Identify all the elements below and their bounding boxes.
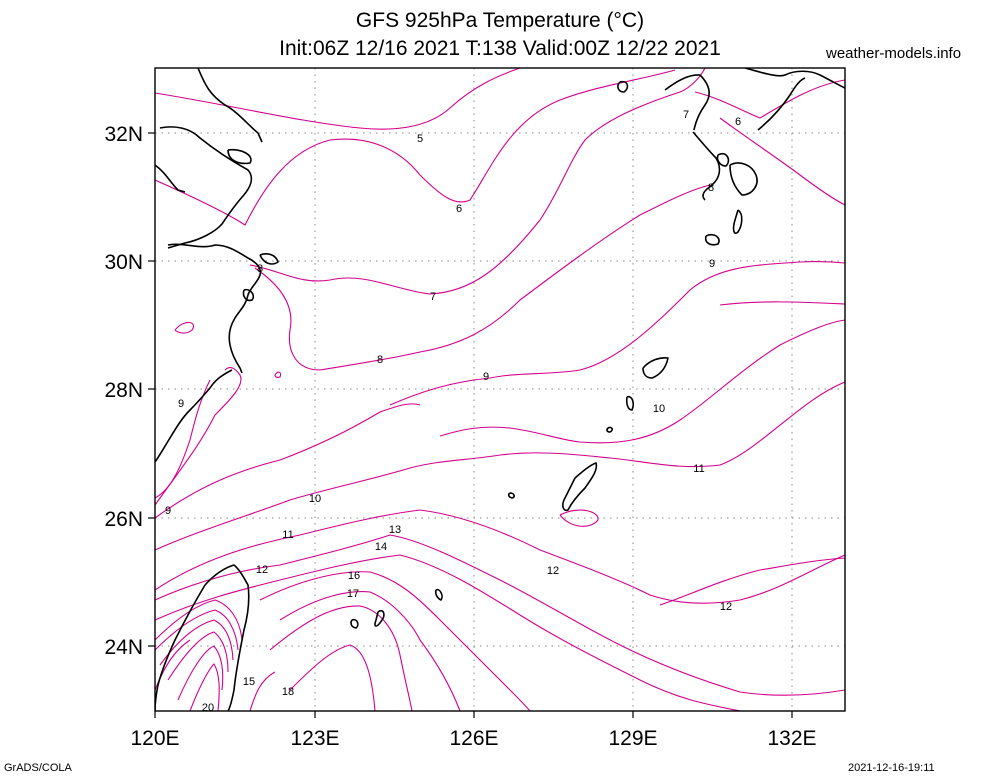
contour-label: 6: [735, 116, 741, 128]
lon-label-132e: 132E: [767, 727, 816, 750]
contour-label: 18: [282, 686, 294, 698]
software-credit: GrADS/COLA: [4, 762, 72, 774]
lon-label-123e: 123E: [290, 727, 339, 750]
map-subtitle: Init:06Z 12/16 2021 T:138 Valid:00Z 12/2…: [279, 37, 721, 60]
coastlines: [155, 68, 845, 711]
contour-label: 9: [709, 258, 715, 270]
lon-label-120e: 120E: [130, 727, 179, 750]
lat-label-26n: 26N: [104, 508, 143, 531]
contour-label: 11: [282, 529, 293, 541]
contour-label: 12: [256, 564, 268, 576]
contour-label: 13: [389, 524, 401, 536]
lat-label-24n: 24N: [104, 636, 143, 659]
contour-label: 17: [347, 588, 359, 600]
contour-label: 16: [348, 570, 360, 582]
lat-label-30n: 30N: [104, 251, 143, 274]
contour-label: 11: [693, 463, 704, 475]
contour-label: 10: [653, 403, 665, 415]
isotherms: [155, 68, 845, 711]
contour-label: 7: [683, 109, 689, 121]
lon-label-126e: 126E: [449, 727, 498, 750]
contour-label: 8: [257, 263, 263, 275]
axis-ticks: [148, 132, 793, 718]
contour-label: 10: [309, 493, 321, 505]
contour-label: 15: [243, 676, 255, 688]
contour-label: 20: [202, 702, 214, 714]
contour-label: 9: [165, 505, 171, 517]
lon-label-129e: 129E: [608, 727, 657, 750]
contour-label: 12: [547, 565, 559, 577]
contour-label: 14: [375, 541, 387, 553]
contour-label: 5: [417, 133, 423, 145]
render-timestamp: 2021-12-16-19:11: [848, 762, 935, 774]
contour-label: 6: [456, 203, 462, 215]
contour-label: 9: [483, 371, 489, 383]
contour-label: 9: [178, 398, 184, 410]
contour-label: 12: [720, 601, 732, 613]
contour-labels: 5 6 6 7 7 8 8 8 9 9 9 9 10 10 11 11 12 1…: [165, 109, 741, 714]
contour-label: 8: [708, 182, 714, 194]
lat-label-28n: 28N: [104, 379, 143, 402]
gridlines: [155, 68, 845, 711]
contour-label: 7: [430, 291, 436, 303]
contour-label: 8: [377, 354, 383, 366]
lat-label-32n: 32N: [104, 123, 143, 146]
source-site: weather-models.info: [826, 45, 962, 62]
map-title: GFS 925hPa Temperature (°C): [355, 9, 645, 32]
